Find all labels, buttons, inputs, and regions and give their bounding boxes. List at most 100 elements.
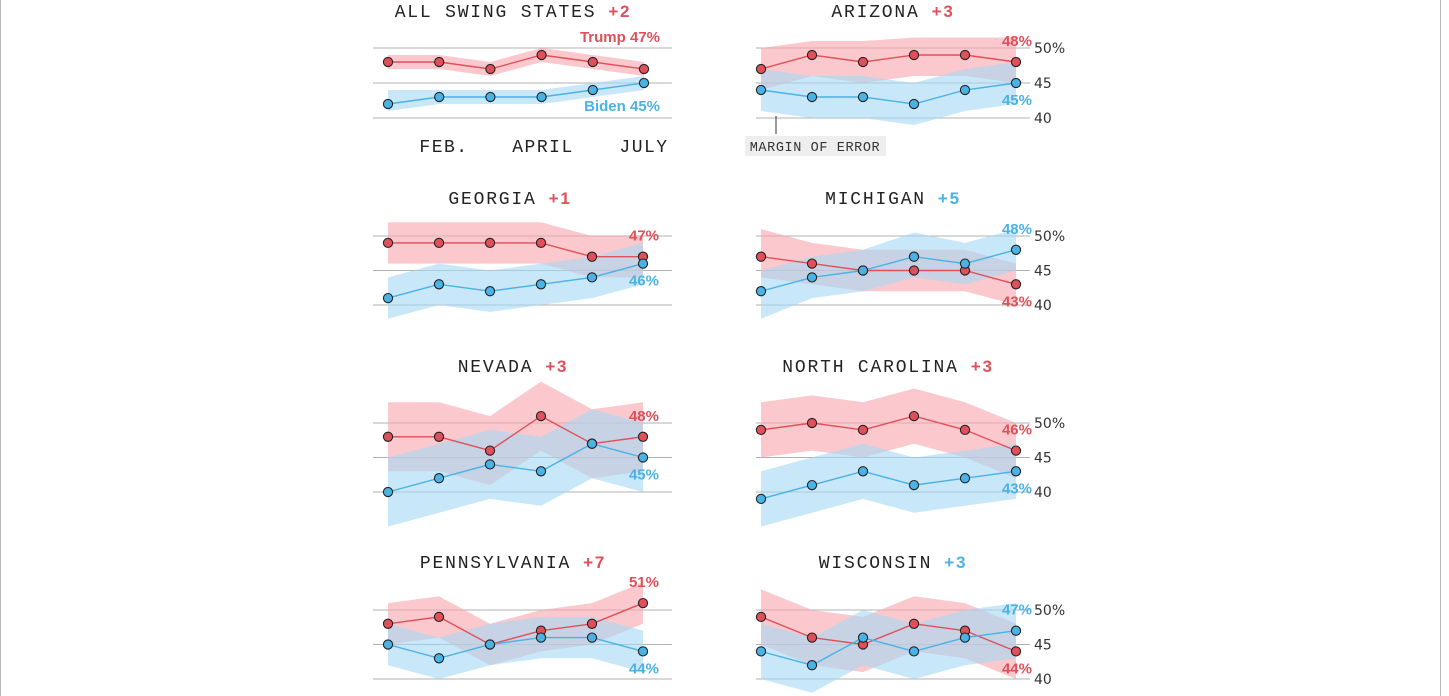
biden-point: [484, 286, 496, 297]
biden-point: [637, 258, 649, 269]
biden-line: [387, 442, 644, 493]
trump-value-label: 48%: [1002, 33, 1032, 50]
x-axis-label: JULY: [619, 138, 668, 158]
trump-point: [755, 424, 767, 436]
biden-error-band: [761, 62, 1016, 125]
biden-point: [433, 279, 445, 290]
biden-point: [586, 272, 598, 283]
trump-point: [637, 597, 649, 609]
biden-point: [1010, 244, 1022, 255]
trump-line: [760, 54, 1017, 70]
trump-line: [760, 256, 1017, 285]
trump-point: [434, 56, 445, 68]
biden-error-band: [388, 76, 644, 111]
biden-line: [387, 636, 644, 660]
trump-value-label: Trump 47%: [580, 29, 660, 46]
panel-title: NEVADA +3: [458, 357, 569, 378]
x-axis-label: FEB.: [419, 138, 468, 158]
biden-point: [586, 632, 598, 643]
trump-value-label: 47%: [629, 228, 659, 245]
panel-title: ALL SWING STATES +2: [395, 2, 632, 23]
biden-point: [637, 646, 649, 657]
biden-point: [382, 292, 394, 304]
trump-point: [536, 49, 547, 61]
trump-value-label: 46%: [1002, 422, 1032, 439]
biden-line: [387, 262, 644, 299]
biden-point: [433, 473, 445, 484]
biden-point: [959, 84, 971, 96]
y-tick-label: 45: [1034, 76, 1052, 92]
biden-value-label: 45%: [1002, 92, 1032, 109]
panel-title: NORTH CAROLINA +3: [782, 357, 993, 378]
trump-point: [433, 431, 445, 442]
trump-point: [908, 618, 920, 629]
biden-point: [755, 286, 767, 297]
biden-point: [857, 91, 869, 103]
biden-point: [806, 272, 818, 283]
biden-error-band: [388, 616, 643, 679]
y-tick-label: 50%: [1034, 229, 1065, 245]
trump-point: [433, 611, 445, 623]
biden-point: [586, 438, 598, 449]
y-tick-label: 45: [1034, 451, 1052, 467]
trump-point: [1010, 279, 1022, 290]
trump-line: [388, 415, 644, 452]
biden-point: [433, 653, 445, 664]
biden-value-label: 48%: [1002, 221, 1032, 238]
trump-point: [908, 265, 920, 276]
biden-point: [382, 98, 394, 110]
biden-error-band: [761, 443, 1016, 527]
trump-point: [806, 49, 818, 61]
biden-point: [959, 258, 971, 269]
biden-point: [908, 98, 920, 110]
trump-point: [755, 251, 767, 262]
biden-point: [908, 646, 920, 657]
margin-of-error-annotation: MARGIN OF ERROR: [750, 141, 881, 156]
biden-point: [857, 466, 869, 477]
trump-point: [857, 56, 869, 68]
biden-value-label: 43%: [1002, 480, 1032, 497]
y-tick-label: 40: [1034, 298, 1052, 314]
y-tick-label: 50%: [1034, 603, 1065, 619]
trump-point: [755, 63, 767, 75]
biden-error-band: [388, 242, 643, 319]
trump-value-label: 43%: [1002, 293, 1032, 310]
panel-title: ARIZONA +3: [831, 2, 954, 23]
trump-point: [1010, 646, 1022, 657]
biden-value-label: 47%: [1002, 602, 1032, 619]
trump-point: [1010, 56, 1022, 68]
trump-point: [535, 237, 547, 249]
biden-line: [760, 249, 1017, 292]
biden-point: [806, 479, 818, 491]
trump-point: [806, 258, 818, 269]
trump-point: [535, 410, 547, 422]
trump-error-band: [761, 388, 1016, 479]
trump-point: [587, 56, 598, 68]
trump-point: [382, 56, 394, 68]
biden-point: [535, 632, 547, 643]
panel-title: MICHIGAN +5: [825, 189, 961, 210]
biden-value-label: Biden 45%: [584, 98, 660, 115]
biden-point: [484, 459, 496, 470]
biden-point: [959, 632, 971, 643]
biden-line: [760, 470, 1017, 500]
page-edge-left: [0, 0, 1, 696]
y-tick-label: 50%: [1034, 41, 1065, 57]
biden-point: [806, 660, 818, 671]
trump-point: [959, 424, 971, 436]
biden-point: [587, 84, 598, 96]
trump-line: [388, 242, 643, 258]
trump-value-label: 48%: [629, 408, 659, 425]
biden-point: [755, 646, 767, 657]
biden-point: [535, 279, 547, 290]
trump-point: [433, 237, 445, 249]
biden-line: [760, 630, 1017, 666]
y-tick-label: 45: [1034, 264, 1052, 280]
y-tick-label: 50%: [1034, 416, 1065, 432]
panel-title: GEORGIA +1: [448, 189, 571, 210]
trump-point: [908, 49, 920, 61]
trump-point: [638, 63, 650, 75]
trump-point: [484, 445, 496, 456]
trump-line: [388, 54, 645, 70]
